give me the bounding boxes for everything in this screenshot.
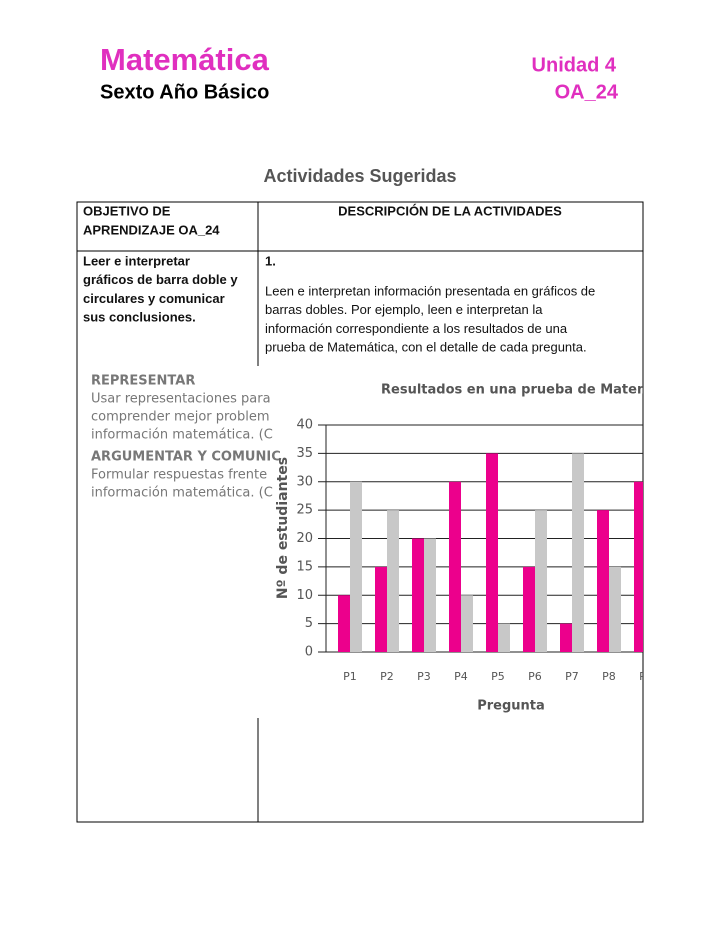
- skill-title: REPRESENTAR: [91, 374, 195, 389]
- objective-line: Leer e interpretar: [83, 253, 190, 268]
- x-axis-label: Pregunta: [477, 699, 545, 714]
- skill-line: Formular respuestas frente: [91, 468, 267, 483]
- bar: [424, 538, 436, 652]
- y-tick-label: 25: [296, 503, 313, 518]
- header-cell: OBJETIVO DE: [83, 203, 171, 218]
- objective-line: sus conclusiones.: [83, 310, 196, 325]
- x-tick-label: P9: [639, 670, 653, 683]
- y-tick-label: 10: [296, 588, 313, 603]
- x-tick-label: P2: [380, 670, 394, 683]
- bar: [412, 538, 424, 652]
- bar: [461, 595, 473, 652]
- y-tick-label: 5: [305, 616, 313, 631]
- grade: Sexto Año Básico: [100, 81, 269, 103]
- subject: Matemática: [100, 42, 270, 77]
- x-tick-label: P8: [602, 670, 616, 683]
- x-tick-label: P5: [491, 670, 505, 683]
- code: OA_24: [555, 81, 619, 103]
- description-line: Leen e interpretan información presentad…: [265, 283, 595, 298]
- bar: [535, 510, 547, 652]
- y-tick-label: 0: [305, 645, 313, 660]
- chart: REPRESENTAR Usar representaciones para com…: [91, 374, 686, 714]
- bar: [387, 510, 399, 652]
- y-axis-label: Nº de estudiantes: [275, 457, 291, 599]
- x-tick-label: P3: [417, 670, 431, 683]
- bar: [375, 566, 387, 652]
- description-line: información correspondiente a los result…: [265, 321, 568, 336]
- y-tick-label: 20: [296, 531, 313, 546]
- y-tick-label: 15: [296, 559, 313, 574]
- bar: [560, 623, 572, 652]
- y-tick-label: 30: [296, 474, 313, 489]
- y-tick-label: 40: [296, 418, 313, 433]
- skill-line: Usar representaciones para: [91, 392, 271, 407]
- x-tick-label: P6: [528, 670, 542, 683]
- bar: [486, 453, 498, 652]
- bar: [523, 566, 535, 652]
- bar: [350, 481, 362, 652]
- x-tick-label: P1: [343, 670, 357, 683]
- skill-title: ARGUMENTAR Y COMUNIC: [91, 450, 281, 465]
- skill-line: información matemática. (C: [91, 428, 273, 443]
- header-cell: APRENDIZAJE OA_24: [83, 222, 220, 237]
- bar: [634, 481, 643, 652]
- bar: [572, 453, 584, 652]
- description-line: barras dobles. Por ejemplo, leen e inter…: [265, 302, 543, 317]
- skill-line: información matemática. (C: [91, 486, 273, 501]
- bar: [597, 510, 609, 652]
- bar: [498, 623, 510, 652]
- bar: [449, 481, 461, 652]
- objective-line: circulares y comunicar: [83, 291, 225, 306]
- bar: [338, 595, 350, 652]
- chart-title: Resultados en una prueba de Matemática: [381, 383, 686, 398]
- unit: Unidad 4: [532, 54, 617, 76]
- x-tick-label: P4: [454, 670, 468, 683]
- x-tick-label: P7: [565, 670, 579, 683]
- skill-line: comprender mejor problem: [91, 410, 270, 425]
- section-title: Actividades Sugeridas: [263, 166, 456, 186]
- y-tick-label: 35: [296, 446, 313, 461]
- header-cell: DESCRIPCIÓN DE LA ACTIVIDADES: [338, 203, 562, 218]
- activity-number: 1.: [265, 253, 276, 268]
- bar: [609, 566, 621, 652]
- description-line: prueba de Matemática, con el detalle de …: [265, 340, 587, 355]
- objective-line: gráficos de barra doble y: [83, 272, 238, 287]
